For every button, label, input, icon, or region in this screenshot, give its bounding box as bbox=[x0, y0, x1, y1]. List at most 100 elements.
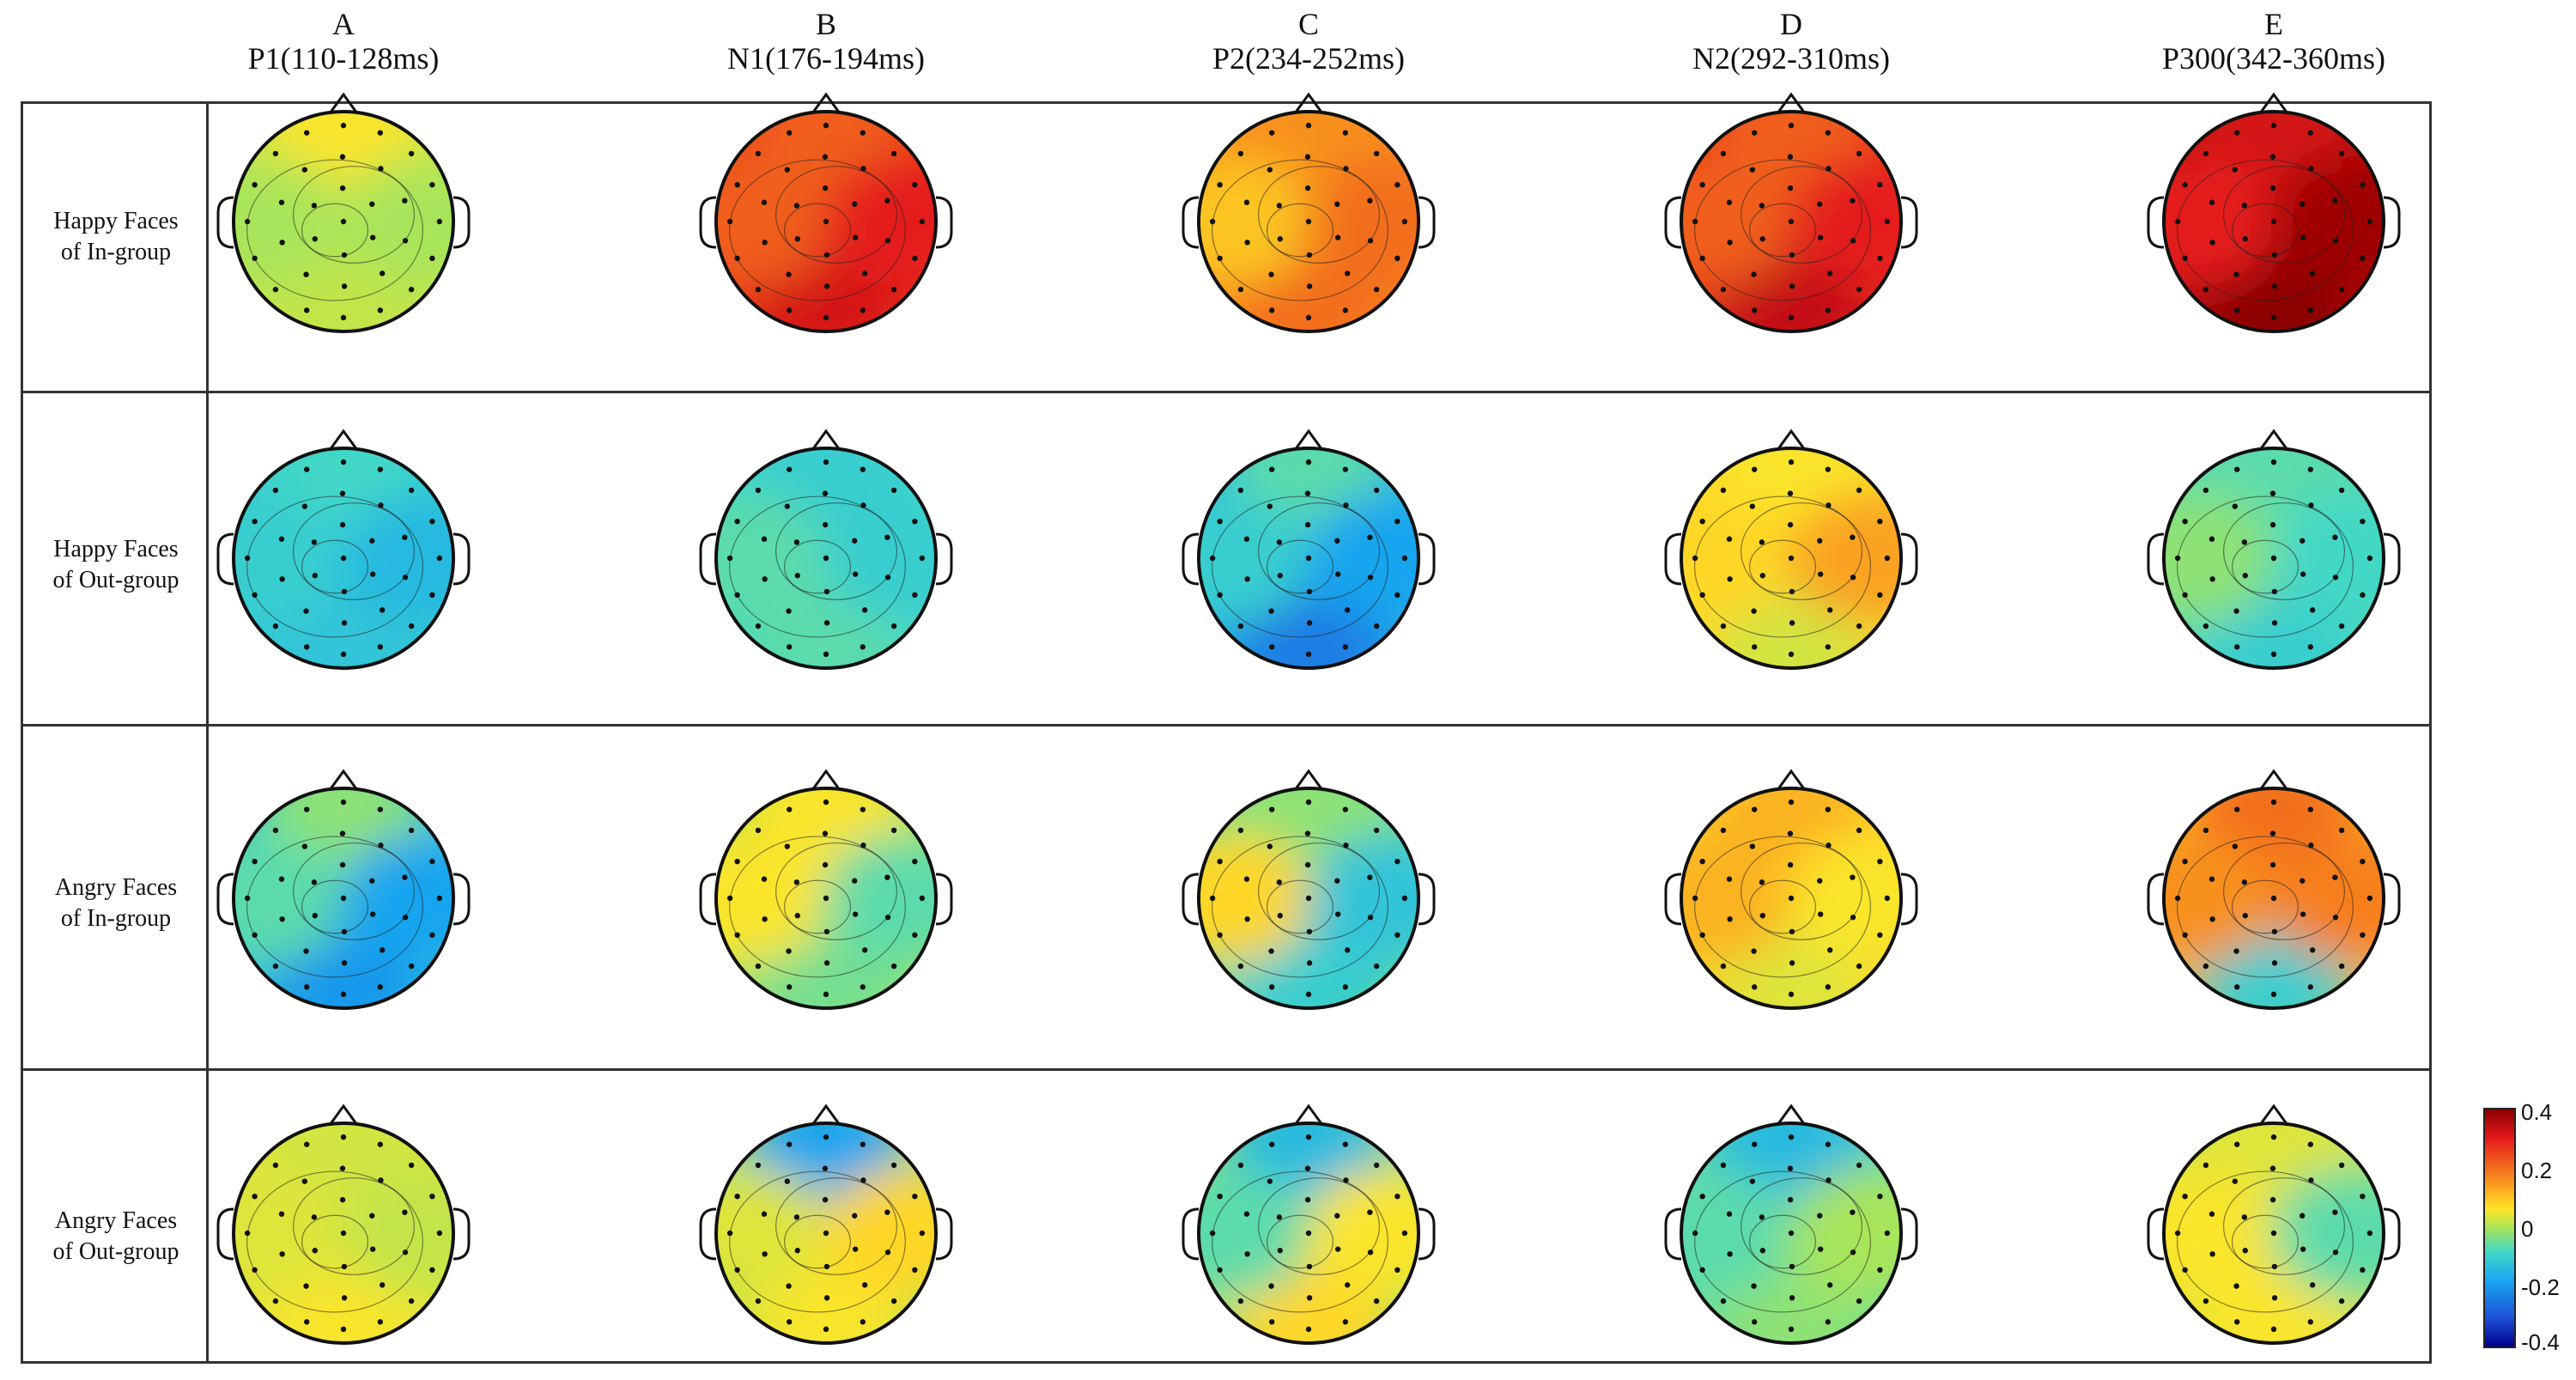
electrode-dot bbox=[1394, 592, 1400, 599]
electrode-dot bbox=[852, 201, 858, 207]
electrode-dot bbox=[2232, 843, 2239, 849]
electrode-dot bbox=[1788, 314, 1795, 321]
electrode-dot bbox=[303, 644, 310, 650]
electrode-dot bbox=[1305, 895, 1312, 902]
contour-line bbox=[2176, 836, 2354, 978]
scalp-region-left bbox=[716, 492, 829, 624]
electrode-dot bbox=[429, 858, 435, 865]
electrode-dot bbox=[402, 915, 409, 921]
electrode-dot bbox=[1401, 1230, 1408, 1237]
electrode-dot bbox=[252, 1193, 258, 1200]
scalp-map bbox=[1664, 429, 1918, 670]
electrode-dot bbox=[2270, 218, 2277, 225]
right-ear-outline bbox=[2383, 532, 2401, 586]
head-outline bbox=[2162, 787, 2385, 1010]
scalp-map bbox=[1182, 429, 1436, 670]
contour-line bbox=[1748, 879, 1817, 934]
contour-line bbox=[292, 502, 416, 600]
electrode-dot bbox=[2182, 255, 2188, 262]
electrode-dot bbox=[1268, 130, 1275, 136]
nose-outline bbox=[1776, 429, 1807, 451]
electrode-dot bbox=[912, 518, 918, 525]
electrode-dot bbox=[861, 947, 868, 953]
electrode-dot bbox=[1334, 571, 1341, 577]
electrode-dot bbox=[2366, 1230, 2373, 1237]
electrode-dot bbox=[1209, 1230, 1216, 1237]
electrode-dot bbox=[369, 911, 376, 917]
electrode-dot bbox=[378, 502, 384, 508]
electrode-dot bbox=[1237, 150, 1244, 157]
electrode-dot bbox=[2270, 1326, 2277, 1333]
electrode-dot bbox=[1720, 1162, 1727, 1169]
scalp-map bbox=[216, 1103, 471, 1345]
electrode-dot bbox=[2209, 916, 2215, 922]
electrode-dot bbox=[402, 198, 408, 204]
electrode-dot bbox=[1306, 928, 1313, 935]
contour-line bbox=[1257, 1177, 1381, 1275]
electrode-dot bbox=[912, 932, 918, 939]
electrode-dot bbox=[1344, 607, 1351, 613]
left-ear-outline bbox=[1182, 1207, 1200, 1261]
electrode-dot bbox=[303, 466, 310, 472]
electrode-dot bbox=[1237, 827, 1244, 834]
row-divider bbox=[21, 1068, 2432, 1071]
electrode-dot bbox=[860, 130, 866, 136]
electrode-dot bbox=[755, 487, 762, 494]
electrode-dot bbox=[1720, 286, 1727, 293]
electrode-dot bbox=[823, 1263, 830, 1270]
electrode-dot bbox=[1394, 932, 1400, 939]
left-ear-outline bbox=[1182, 532, 1200, 586]
head-outline bbox=[714, 447, 938, 670]
scalp-region-left bbox=[2164, 832, 2277, 964]
electrode-dot bbox=[912, 592, 918, 599]
electrode-dot bbox=[1373, 487, 1380, 494]
electrode-dot bbox=[1850, 915, 1856, 921]
electrode-dot bbox=[1726, 1211, 1733, 1217]
electrode-dot bbox=[890, 1162, 897, 1169]
scalp-map bbox=[699, 429, 953, 670]
electrode-dot bbox=[822, 185, 829, 191]
electrode-dot bbox=[2270, 1230, 2277, 1237]
right-ear-outline bbox=[453, 196, 471, 249]
electrode-dot bbox=[402, 574, 409, 581]
electrode-dot bbox=[1720, 150, 1727, 157]
electrode-dot bbox=[860, 466, 866, 472]
electrode-dot bbox=[2233, 130, 2240, 136]
electrode-dot bbox=[1699, 518, 1705, 525]
electrode-dot bbox=[884, 915, 891, 921]
electrode-dot bbox=[2360, 1193, 2366, 1200]
electrode-dot bbox=[1787, 521, 1794, 528]
electrode-dot bbox=[755, 1298, 762, 1304]
left-ear-outline bbox=[1664, 872, 1682, 926]
electrode-dot bbox=[301, 167, 308, 173]
electrode-dot bbox=[1787, 1165, 1794, 1171]
electrode-dot bbox=[890, 1298, 897, 1304]
electrode-dot bbox=[2307, 984, 2314, 990]
electrode-dot bbox=[340, 799, 347, 806]
electrode-dot bbox=[852, 234, 859, 240]
electrode-dot bbox=[1751, 984, 1758, 990]
scalp-map bbox=[699, 1103, 953, 1345]
electrode-dot bbox=[1277, 1248, 1283, 1254]
electrode-dot bbox=[860, 166, 866, 172]
electrode-dot bbox=[303, 130, 310, 136]
contour-line bbox=[1693, 495, 1872, 638]
colorbar-tick-label: 0.2 bbox=[2521, 1158, 2553, 1183]
scalp-region-left bbox=[234, 832, 347, 964]
scalp-region-left bbox=[716, 832, 829, 964]
electrode-dot bbox=[1304, 521, 1311, 528]
electrode-dot bbox=[341, 588, 348, 595]
electrode-dot bbox=[311, 1214, 318, 1220]
electrode-dot bbox=[1401, 218, 1408, 225]
electrode-dot bbox=[1394, 1193, 1400, 1200]
electrode-dot bbox=[429, 932, 435, 939]
colorbar-tick-label: -0.4 bbox=[2521, 1329, 2560, 1355]
electrode-dot bbox=[303, 271, 309, 277]
electrode-dot bbox=[1268, 984, 1275, 990]
electrode-dot bbox=[861, 607, 868, 613]
electrode-dot bbox=[1276, 203, 1283, 209]
scalp-region-left bbox=[1681, 492, 1795, 624]
electrode-dot bbox=[1344, 1282, 1351, 1288]
contour-line bbox=[246, 159, 424, 301]
electrode-dot bbox=[340, 991, 347, 998]
